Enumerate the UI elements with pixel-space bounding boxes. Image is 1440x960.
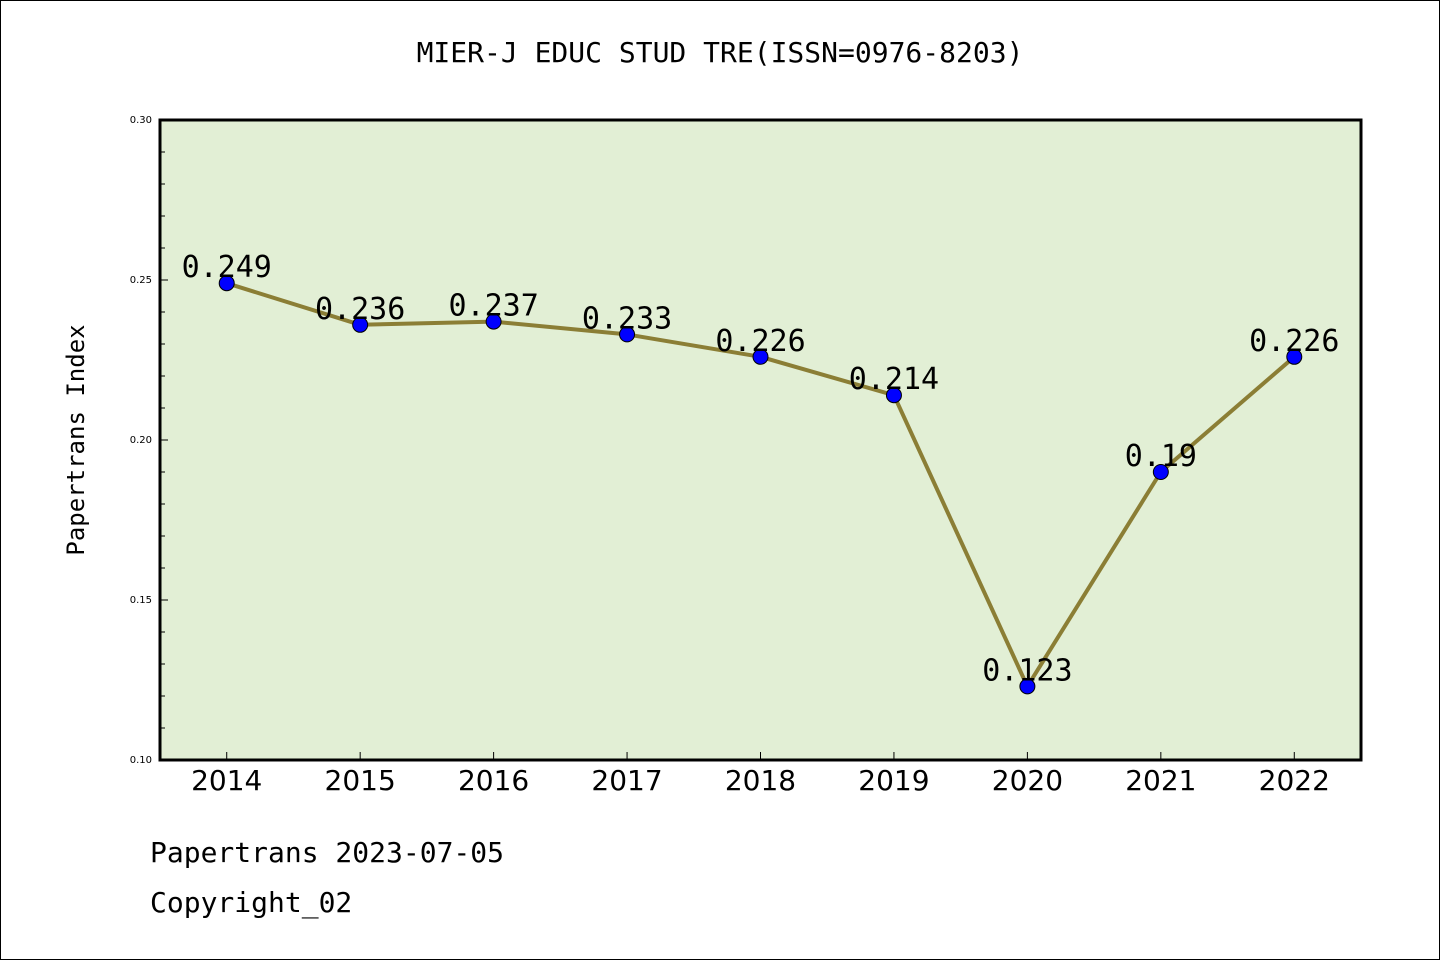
x-tick-label: 2021 [1125,764,1196,797]
data-label-2021: 0.19 [1125,439,1197,474]
data-point-2022 [1286,348,1303,365]
data-point-2020 [1019,678,1036,695]
data-label-2014: 0.249 [182,250,272,285]
data-label-2016: 0.237 [448,289,538,324]
data-label-2022: 0.226 [1249,324,1339,359]
x-tick-label: 2017 [591,764,662,797]
y-tick-label: 0.20 [130,435,152,446]
data-point-2014 [218,275,235,292]
y-tick-label: 0.30 [130,115,152,126]
data-markers [218,275,1303,695]
data-label-2015: 0.236 [315,292,405,327]
y-tick-label: 0.10 [130,755,152,766]
y-tick-label: 0.15 [130,595,152,606]
data-point-2015 [352,316,369,333]
chart-title: MIER-J EDUC STUD TRE(ISSN=0976-8203) [416,36,1024,69]
y-axis-label: Papertrans Index [62,324,90,555]
data-label-2018: 0.226 [715,324,805,359]
x-tick-label: 2019 [858,764,929,797]
data-labels: 0.249 0.236 0.237 0.233 0.226 0.214 0.123 0.19 0… [182,250,1340,688]
x-axis: 2014 2015 2016 2017 2018 2019 2020 2021 2022 [191,752,1330,797]
x-tick-label: 2020 [992,764,1063,797]
x-tick-label: 2015 [325,764,396,797]
data-point-2019 [885,387,902,404]
data-point-2017 [619,326,636,343]
x-tick-label: 2022 [1259,764,1330,797]
data-point-2018 [752,348,769,365]
data-point-2021 [1152,464,1169,480]
data-label-2019: 0.214 [849,362,939,397]
y-tick-label: 0.25 [130,275,152,286]
x-tick-label: 2018 [725,764,796,797]
data-point-2016 [485,313,502,330]
footer-date: Papertrans 2023-07-05 [150,836,505,869]
plot-border [158,118,1363,762]
x-tick-label: 2014 [191,764,262,797]
data-label-2017: 0.233 [582,301,672,336]
plot-area [160,120,1361,760]
x-tick-label: 2016 [458,764,529,797]
data-label-2020: 0.123 [982,653,1072,688]
footer-copyright: Copyright_02 [150,886,353,919]
